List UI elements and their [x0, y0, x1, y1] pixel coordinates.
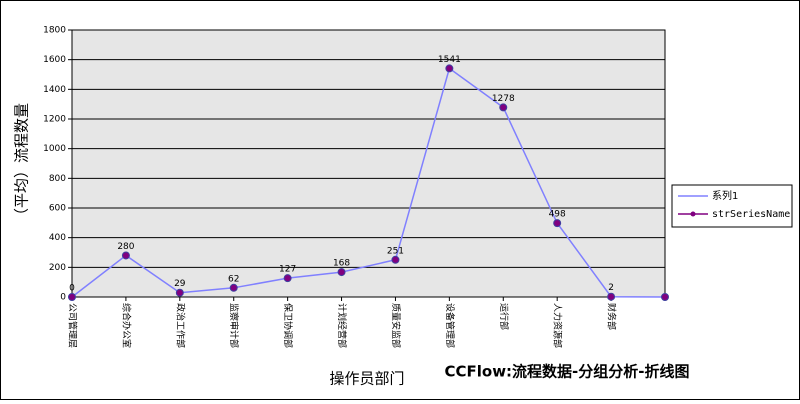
x-tick-label: 监察审计部: [228, 303, 240, 348]
y-axis-title: （平均）流程数量: [13, 103, 31, 223]
x-tick-label: 财务部: [606, 303, 618, 330]
y-tick-label: 800: [49, 174, 66, 184]
data-label: 1278: [492, 94, 515, 104]
marker: [229, 283, 238, 292]
x-tick-label: 质量安监部: [390, 303, 402, 348]
data-label: 251: [387, 246, 404, 256]
y-tick-label: 1600: [43, 55, 66, 65]
x-tick-label: 人力资源部: [552, 303, 564, 348]
marker: [607, 292, 616, 301]
x-tick-label: 设备管理部: [444, 303, 456, 348]
data-label: 127: [279, 265, 296, 275]
legend-marker: [690, 211, 696, 217]
legend-label: strSeriesName: [712, 209, 790, 220]
marker: [553, 219, 562, 228]
data-label: 29: [174, 279, 186, 289]
marker: [175, 288, 184, 297]
marker: [391, 255, 400, 264]
x-tick-label: 政治工作部: [174, 303, 186, 348]
x-tick-label: 运行部: [498, 303, 510, 330]
marker: [121, 251, 130, 260]
marker: [283, 274, 292, 283]
legend: [671, 184, 793, 228]
y-tick-label: 200: [49, 263, 66, 273]
y-tick-label: 1800: [43, 26, 66, 36]
x-axis-title: 操作员部门: [329, 370, 404, 388]
marker: [445, 64, 454, 73]
marker: [68, 293, 76, 301]
x-tick-label: 公司管理层: [67, 303, 79, 348]
data-label: 0: [69, 284, 75, 294]
marker: [661, 293, 669, 301]
data-label: 280: [117, 242, 134, 252]
y-tick-label: 1000: [43, 144, 66, 154]
y-tick-label: 600: [49, 204, 66, 214]
x-tick-label: 综合办公室: [120, 303, 132, 348]
line-series: [71, 67, 666, 298]
chart-title: CCFlow:流程数据-分组分析-折线图: [444, 363, 689, 381]
marker: [499, 103, 508, 112]
plot-area: [71, 29, 666, 298]
y-tick-label: 1400: [43, 85, 66, 95]
y-tick-label: 400: [49, 233, 66, 243]
x-tick-label: 保卫协调部: [282, 303, 294, 348]
data-label: 168: [333, 259, 350, 269]
x-tick-label: 计划经营部: [336, 303, 348, 348]
data-label: 62: [228, 274, 239, 284]
data-label: 2: [608, 283, 614, 293]
y-tick-label: 1200: [43, 115, 66, 125]
data-label: 1541: [438, 55, 461, 65]
legend-label: 系列1: [712, 189, 738, 202]
marker: [337, 268, 346, 277]
y-tick-label: 0: [60, 293, 66, 303]
data-label: 498: [549, 210, 566, 220]
